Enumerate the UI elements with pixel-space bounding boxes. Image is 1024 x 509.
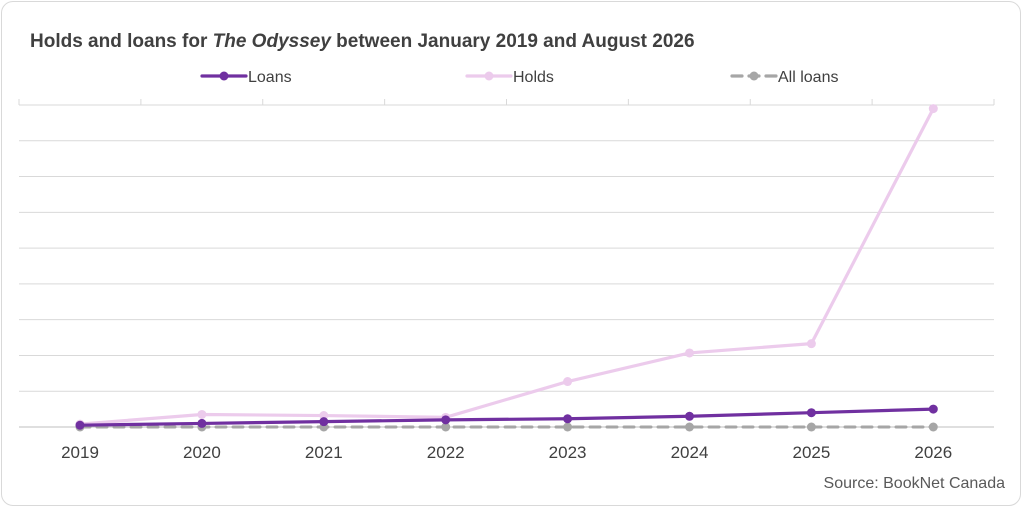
chart-title-prefix: Holds and loans for: [30, 31, 213, 52]
x-tick-label: 2022: [427, 443, 465, 462]
series-line-holds: [78, 106, 935, 426]
legend-swatch-marker: [219, 71, 229, 81]
data-point-loans: [441, 415, 451, 425]
x-tick-label: 2026: [914, 443, 952, 462]
legend-swatch-marker: [484, 71, 494, 81]
chart-title-suffix: between January 2019 and August 2026: [330, 31, 695, 52]
x-tick-label: 2020: [183, 443, 221, 462]
data-point-loans: [563, 414, 573, 424]
data-point-all-loans: [563, 422, 573, 432]
data-point-all-loans: [806, 422, 816, 432]
data-point-loans: [806, 408, 816, 418]
data-point-all-loans: [928, 422, 938, 432]
data-point-holds: [563, 377, 573, 387]
legend-label: Holds: [513, 69, 554, 86]
source-note: Source: BookNet Canada: [823, 475, 1005, 492]
legend-label: Loans: [248, 69, 292, 86]
x-tick-label: 2025: [792, 443, 830, 462]
data-point-loans: [197, 418, 207, 428]
data-point-loans: [685, 411, 694, 421]
x-tick-label: 2023: [549, 443, 587, 462]
data-point-loans: [75, 420, 85, 430]
chart-title-book: The Odyssey: [212, 31, 331, 52]
data-point-all-loans: [441, 422, 451, 432]
chart-title: Holds and loans for The Odyssey between …: [30, 31, 695, 53]
data-point-all-loans: [685, 422, 694, 432]
data-point-loans: [319, 417, 329, 427]
data-point-holds: [197, 409, 207, 419]
data-point-holds: [685, 348, 694, 358]
data-point-holds: [806, 339, 816, 349]
legend-swatch-marker: [749, 71, 759, 81]
x-tick-label: 2019: [61, 443, 99, 462]
data-point-loans: [928, 404, 938, 414]
x-tick-label: 2021: [305, 443, 343, 462]
data-point-holds: [928, 104, 938, 114]
legend-label: All loans: [778, 69, 838, 86]
x-tick-label: 2024: [671, 443, 709, 462]
series-line-loans: [78, 407, 935, 427]
